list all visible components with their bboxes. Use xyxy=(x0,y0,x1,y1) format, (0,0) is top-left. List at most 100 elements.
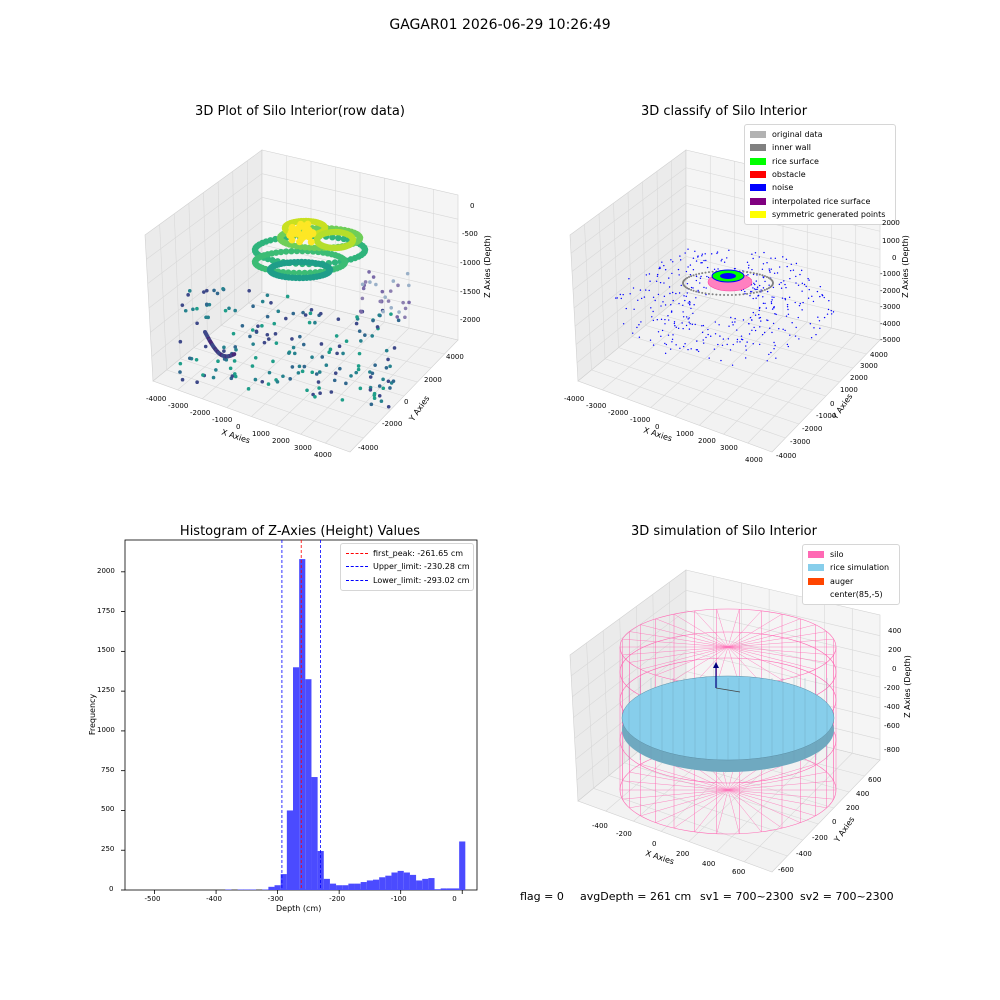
noise-point xyxy=(654,299,656,302)
inner-wall-point xyxy=(686,276,689,279)
inner-wall-point xyxy=(707,271,710,274)
noise-point xyxy=(755,288,757,291)
noise-point xyxy=(727,338,730,340)
raw-point xyxy=(354,370,359,375)
inner-wall-point xyxy=(698,272,701,275)
raw-point xyxy=(318,391,322,396)
noise-point xyxy=(687,248,689,250)
noise-point xyxy=(830,313,833,315)
noise-point xyxy=(677,268,680,271)
histogram-bar xyxy=(366,880,373,890)
noise-point xyxy=(759,326,761,328)
noise-point xyxy=(734,317,736,320)
noise-point xyxy=(752,297,754,300)
inner-wall-point xyxy=(749,292,752,295)
noise-point xyxy=(817,316,819,318)
raw-point xyxy=(388,364,392,369)
noise-point xyxy=(656,273,659,276)
noise-point xyxy=(812,300,815,303)
raw-point xyxy=(381,309,385,314)
raw-point xyxy=(326,266,334,273)
noise-point xyxy=(684,343,686,345)
panel2-ytick: -3000 xyxy=(790,438,811,446)
noise-point xyxy=(799,302,801,305)
noise-point xyxy=(778,266,781,268)
raw-point xyxy=(319,342,324,346)
raw-point xyxy=(222,345,226,350)
noise-point xyxy=(638,324,640,326)
noise-point xyxy=(832,311,835,313)
noise-point xyxy=(769,327,771,329)
noise-point xyxy=(682,304,684,307)
legend-line xyxy=(346,579,368,581)
raw-point xyxy=(333,371,338,375)
legend-label: obstacle xyxy=(772,170,806,180)
noise-point xyxy=(706,266,709,269)
noise-point xyxy=(758,307,761,310)
raw-point xyxy=(240,324,245,328)
noise-point xyxy=(795,275,797,278)
noise-point xyxy=(734,321,736,323)
noise-point xyxy=(801,290,803,292)
noise-point xyxy=(672,334,674,336)
noise-point xyxy=(773,272,776,275)
inner-wall-point xyxy=(692,289,695,292)
noise-point xyxy=(768,353,770,356)
raw-point xyxy=(301,342,306,347)
inner-wall-point xyxy=(749,271,752,274)
raw-point xyxy=(331,259,339,266)
figure-title: GAGAR01 2026-06-29 10:26:49 xyxy=(389,17,611,33)
noise-point xyxy=(664,342,666,345)
noise-point xyxy=(675,344,677,346)
noise-point xyxy=(731,364,734,366)
panel4-ytick: 400 xyxy=(856,790,870,798)
noise-point xyxy=(791,322,793,324)
noise-point xyxy=(753,326,755,329)
noise-point xyxy=(803,283,806,286)
noise-point xyxy=(755,297,757,299)
noise-point xyxy=(745,345,747,347)
noise-point xyxy=(827,308,830,311)
inner-wall-point xyxy=(746,292,749,295)
noise-point xyxy=(690,286,693,289)
panel1-ytick: -2000 xyxy=(382,420,403,428)
noise-point xyxy=(682,311,684,313)
noise-point xyxy=(667,334,670,336)
noise-point xyxy=(721,344,724,346)
noise-point xyxy=(705,336,707,339)
noise-point xyxy=(780,287,783,289)
noise-point xyxy=(659,281,662,284)
raw-point xyxy=(317,370,322,374)
legend-item: obstacle xyxy=(750,168,890,181)
noise-point xyxy=(704,253,706,255)
raw-point xyxy=(191,307,195,312)
raw-point xyxy=(203,344,208,349)
histogram-ytick: 500 xyxy=(101,805,115,814)
raw-point xyxy=(201,373,205,377)
noise-point xyxy=(671,341,673,343)
noise-point xyxy=(695,297,697,299)
noise-point xyxy=(762,296,764,298)
noise-point xyxy=(645,274,648,276)
raw-point xyxy=(232,359,237,363)
noise-point xyxy=(671,338,674,341)
noise-point xyxy=(710,253,713,255)
noise-point xyxy=(716,252,718,255)
rice-center xyxy=(720,273,736,279)
raw-point xyxy=(318,311,323,316)
panel4-xtick: -400 xyxy=(592,822,608,830)
noise-point xyxy=(632,287,635,289)
noise-point xyxy=(758,317,760,319)
raw-point xyxy=(375,325,380,329)
noise-point xyxy=(766,262,768,264)
noise-point xyxy=(752,311,755,314)
noise-point xyxy=(615,297,617,299)
raw-point xyxy=(334,334,339,338)
raw-point xyxy=(303,313,308,317)
noise-point xyxy=(693,304,695,306)
noise-point xyxy=(688,321,690,323)
noise-point xyxy=(726,343,728,346)
raw-point xyxy=(391,279,396,283)
raw-point xyxy=(250,328,255,332)
